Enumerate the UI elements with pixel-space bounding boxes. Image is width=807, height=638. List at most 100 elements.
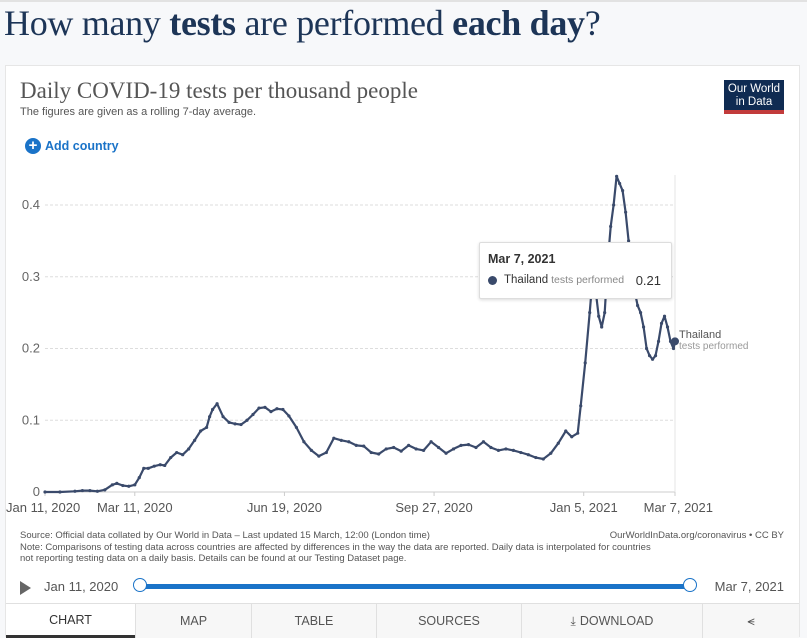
data-point (421, 448, 426, 452)
data-point (576, 431, 580, 435)
data-point (163, 463, 167, 468)
line-chart[interactable]: 0 0.1 0.2 0.3 0.4 Jan 11, 2020 Mar 11, 2020 Ju… (0, 160, 807, 520)
end-label-metric: tests performed (679, 341, 749, 352)
y-tick-label: 0.1 (22, 412, 40, 427)
data-point (459, 443, 463, 447)
plus-circle-icon: + (25, 138, 41, 154)
chart-subtitle: The figures are given as a rolling 7-day… (20, 106, 257, 118)
data-point (43, 490, 47, 494)
data-point (354, 443, 358, 447)
data-point (534, 455, 538, 460)
data-point (257, 406, 261, 410)
data-point (121, 483, 125, 488)
add-country-button[interactable]: + Add country (25, 138, 119, 154)
data-point (88, 488, 92, 493)
data-point (137, 476, 141, 480)
tab-chart[interactable]: CHART (6, 604, 135, 638)
download-icon: ⤓ (570, 613, 576, 628)
x-tick-label: Jun 19, 2020 (247, 500, 322, 515)
tooltip-row: Thailand tests performed (488, 274, 624, 286)
footer-note-line1: Note: Comparisons of testing data across… (20, 541, 651, 553)
data-point (115, 481, 119, 485)
data-point (245, 418, 249, 422)
data-point (451, 447, 456, 451)
data-point (127, 484, 131, 488)
tooltip-country: Thailand (504, 274, 549, 286)
data-point (627, 239, 631, 243)
data-point (588, 311, 592, 315)
timeline-end-handle[interactable] (683, 578, 697, 592)
add-country-label: Add country (45, 139, 119, 153)
headline-bold-tests: tests (169, 3, 236, 43)
owid-logo[interactable]: Our World in Data (724, 80, 784, 114)
data-point (324, 450, 328, 455)
tooltip: Mar 7, 2021 Thailand tests performed 0.2… (479, 242, 672, 299)
data-point (239, 422, 243, 427)
data-point (647, 354, 652, 358)
tab-map[interactable]: MAP (135, 604, 251, 638)
data-point (635, 303, 640, 308)
data-point (110, 483, 114, 487)
timeline-end-label: Mar 7, 2021 (714, 579, 784, 594)
share-icon: ⪪ (747, 613, 755, 628)
data-point (444, 451, 448, 455)
timeline-start-handle[interactable] (133, 578, 147, 592)
tab-label: SOURCES (418, 614, 480, 628)
footer-site-link[interactable]: OurWorldInData.org/coronavirus • CC BY (609, 530, 784, 541)
data-point (73, 489, 77, 493)
tab-bar: CHART MAP TABLE SOURCES ⤓ DOWNLOAD ⪪ (6, 603, 799, 638)
headline-text: are performed (235, 3, 453, 43)
tab-sources[interactable]: SOURCES (376, 604, 521, 638)
data-point (377, 452, 381, 456)
data-point (146, 466, 150, 470)
data-point (644, 346, 649, 351)
data-point (638, 311, 643, 315)
data-point (414, 447, 418, 451)
headline-bold-each-day: each day (452, 3, 585, 43)
data-point (489, 445, 493, 450)
y-tick-label: 0.4 (22, 197, 40, 212)
data-point (181, 453, 185, 457)
data-point (466, 443, 471, 447)
data-point (142, 466, 146, 470)
data-point (429, 440, 433, 444)
tab-share[interactable]: ⪪ (702, 604, 799, 638)
data-point (600, 325, 604, 329)
data-point (103, 488, 107, 492)
data-point (511, 448, 515, 452)
top-rule (0, 0, 807, 2)
timeline-track[interactable] (140, 584, 690, 589)
tab-download[interactable]: ⤓ DOWNLOAD (521, 604, 702, 638)
data-point (332, 436, 336, 440)
data-point (309, 448, 313, 452)
data-point (58, 490, 62, 494)
series-group (43, 174, 679, 494)
data-point (133, 483, 137, 487)
data-point (665, 325, 670, 329)
data-point (339, 438, 343, 442)
data-point (392, 445, 396, 450)
tab-table[interactable]: TABLE (251, 604, 376, 638)
series-end-label[interactable]: Thailand tests performed (679, 330, 749, 353)
footer-source: Source: Official data collated by Our Wo… (20, 530, 430, 541)
data-point (526, 453, 530, 457)
chart-card (5, 65, 800, 637)
x-tick-labels: Jan 11, 2020 Mar 11, 2020 Jun 19, 2020 Sep … (6, 492, 713, 515)
data-point (564, 429, 568, 433)
data-point (579, 404, 583, 408)
timeline-start-label: Jan 11, 2020 (44, 579, 119, 594)
data-point (233, 422, 237, 426)
data-point (583, 361, 587, 365)
data-point (211, 407, 215, 412)
x-tick-label: Sep 27, 2020 (395, 500, 472, 515)
data-point (621, 189, 625, 193)
y-tick-label: 0.3 (22, 269, 40, 284)
data-point (659, 321, 664, 325)
data-point (399, 449, 403, 453)
play-icon[interactable] (20, 581, 31, 595)
tooltip-metric: tests performed (551, 274, 625, 286)
tooltip-value: 0.21 (635, 273, 661, 288)
data-point (597, 314, 601, 318)
data-point (474, 445, 478, 450)
x-tick-label: Mar 7, 2021 (644, 500, 713, 515)
